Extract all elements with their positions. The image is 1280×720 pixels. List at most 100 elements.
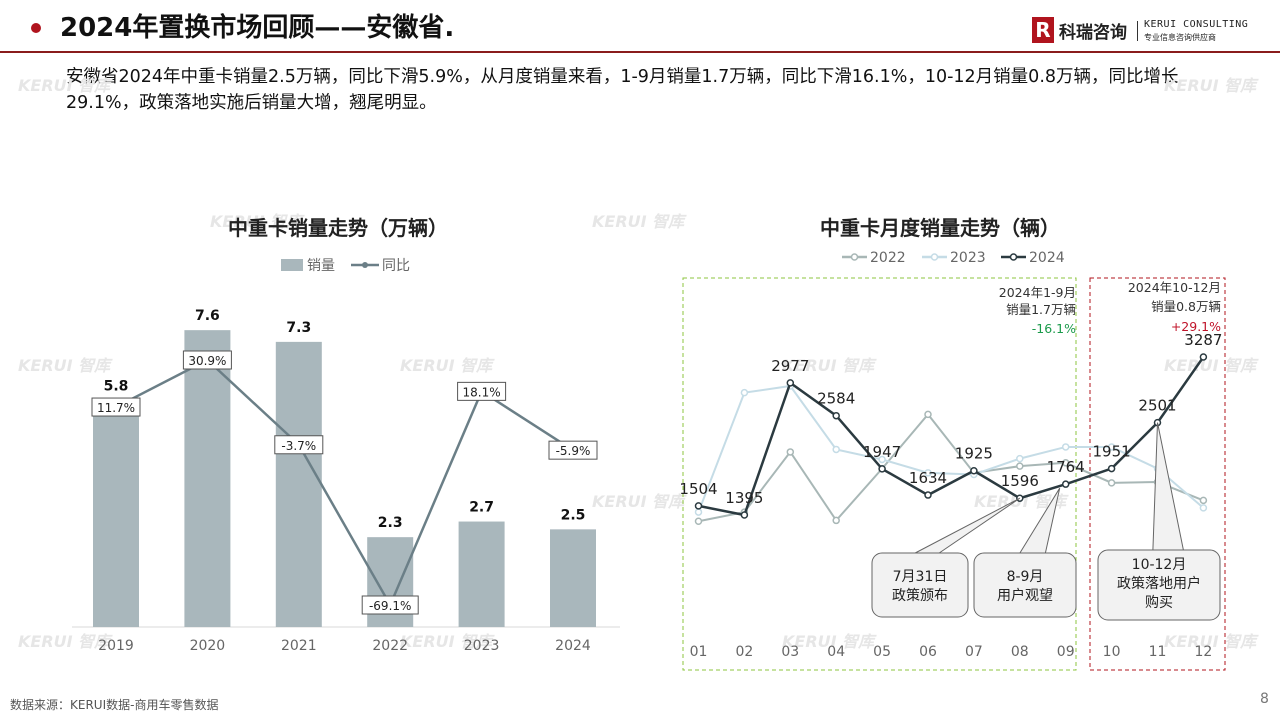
annual-sales-chart: 销量 同比 5.8 2019 7.6 2020 7.3 2021 2.3 2022 2.7 2023 2…	[72, 258, 620, 654]
bar-value-label: 2.5	[561, 507, 586, 523]
bar-value-label: 2.7	[469, 500, 494, 516]
x-tick-label: 2022	[372, 638, 408, 654]
q4-note-line2: 销量0.8万辆	[1151, 299, 1221, 314]
callout-policy-issued-pointer	[914, 497, 1021, 554]
series-point-2024	[1107, 464, 1116, 473]
data-label-2024: 1504	[679, 480, 717, 498]
data-label-2024: 2501	[1138, 397, 1176, 415]
watermark: KERUI 智库	[400, 632, 493, 651]
yoy-label-box	[182, 350, 232, 370]
monthly-chart-title: 中重卡月度销量走势（辆）	[820, 216, 1060, 240]
yoy-label: 11.7%	[97, 401, 135, 415]
x-tick-label: 08	[1011, 644, 1029, 660]
annual-chart-title: 中重卡销量走势（万辆）	[228, 216, 448, 240]
callout-policy-issued-text: 7月31日	[893, 569, 948, 585]
data-source: 数据来源：KERUI数据-商用车零售数据	[10, 698, 219, 712]
yoy-label-box	[91, 397, 141, 417]
legend-yoy-label: 同比	[382, 258, 410, 274]
monthly-sales-chart: 2022 2023 2024 1504 1395 2977 2584 1947 1634 1925…	[679, 250, 1226, 671]
callout-wait-and-see-text: 用户观望	[997, 587, 1053, 604]
x-tick-label: 2021	[281, 638, 317, 654]
series-point-2024	[878, 465, 886, 473]
ytd-highlight-box	[682, 277, 1077, 671]
x-tick-label: 03	[781, 644, 799, 660]
callout-policy-implemented-box	[1097, 549, 1221, 621]
watermark: KERUI 智库	[592, 212, 685, 231]
data-label-2024: 3287	[1184, 331, 1222, 349]
series-line-2022	[698, 412, 1204, 523]
watermark: KERUI 智库	[1164, 356, 1257, 375]
ytd-yoy: -16.1%	[1032, 321, 1076, 336]
ytd-note-line2: 销量1.7万辆	[1006, 302, 1076, 317]
title-bullet	[31, 23, 41, 33]
series-point-2024	[970, 466, 978, 475]
callout-policy-implemented-text: 10-12月	[1132, 557, 1187, 573]
data-label-2024: 1395	[725, 489, 763, 507]
callout-wait-and-see-text: 8-9月	[1007, 569, 1044, 585]
callout-policy-implemented-pointer	[1152, 422, 1184, 551]
callout-policy-issued-text: 政策颁布	[892, 587, 948, 604]
series-point-2022	[1199, 496, 1208, 505]
series-point-2024	[1199, 353, 1208, 361]
q4-yoy: +29.1%	[1171, 319, 1221, 334]
series-line-2024	[698, 356, 1205, 517]
sales-bar	[275, 341, 322, 627]
x-tick-label: 07	[965, 644, 983, 660]
summary-text: 安徽省2024年中重卡销量2.5万辆，同比下滑5.9%，从月度销量来看，1-9月…	[66, 67, 1179, 113]
x-tick-label: 05	[873, 644, 891, 660]
x-tick-label: 04	[827, 644, 845, 660]
data-label-2024: 1951	[1093, 443, 1131, 461]
series-point-2024	[786, 379, 795, 387]
callout-policy-implemented-text: 政策落地用户	[1117, 575, 1201, 592]
series-point-2024	[832, 411, 840, 420]
x-tick-label: 10	[1103, 644, 1121, 660]
series-point-2023	[878, 455, 886, 464]
series-point-2022	[924, 410, 932, 419]
bar-value-label: 5.8	[104, 378, 129, 394]
yoy-label: -3.7%	[281, 439, 316, 453]
yoy-label-box	[274, 435, 324, 455]
page-title: 2024年置换市场回顾——安徽省.	[60, 13, 455, 43]
data-label-2024: 1634	[909, 469, 947, 487]
q4-note-line1: 2024年10-12月	[1128, 280, 1221, 295]
yoy-label-box	[457, 381, 507, 401]
logo-en-text: KERUI CONSULTING	[1144, 19, 1249, 30]
watermark: KERUI 智库	[18, 632, 111, 651]
logo-tagline: 专业信息咨询供应商	[1144, 33, 1216, 42]
sales-bar	[550, 529, 596, 627]
series-point-2023	[694, 508, 703, 516]
legend-yoy-marker	[362, 262, 368, 268]
x-tick-label: 2020	[190, 638, 226, 654]
series-point-2024	[740, 511, 749, 519]
legend-sales-label: 销量	[307, 258, 335, 274]
series-point-2023	[1199, 504, 1208, 512]
x-tick-label: 11	[1149, 644, 1167, 660]
series-point-2023	[832, 445, 840, 454]
ytd-note-line1: 2024年1-9月	[999, 285, 1076, 300]
x-tick-label: 02	[735, 644, 753, 660]
logo-mark-icon: R	[1032, 17, 1054, 43]
data-label-2024: 1764	[1047, 458, 1085, 476]
series-point-2022	[694, 517, 703, 526]
legend-bar-swatch	[281, 259, 303, 271]
bar-value-label: 2.3	[378, 515, 403, 531]
yoy-label: 30.9%	[188, 354, 226, 368]
series-point-2024	[924, 491, 932, 499]
watermark: KERUI 智库	[400, 356, 493, 375]
x-tick-label: 06	[919, 644, 937, 660]
sales-bar	[93, 400, 139, 627]
series-point-2023	[1107, 443, 1116, 451]
callout-policy-implemented-text: 购买	[1145, 595, 1173, 611]
series-point-2022	[1061, 459, 1070, 467]
legend-label: 2024	[1029, 250, 1065, 266]
watermark: KERUI 智库	[592, 492, 685, 511]
legend-label: 2022	[870, 250, 906, 266]
series-point-2022	[1016, 462, 1024, 470]
x-tick-label: 2019	[98, 638, 134, 654]
series-point-2023	[1016, 454, 1024, 463]
data-label-2024: 1925	[955, 445, 993, 463]
watermark: KERUI 智库	[18, 76, 111, 95]
